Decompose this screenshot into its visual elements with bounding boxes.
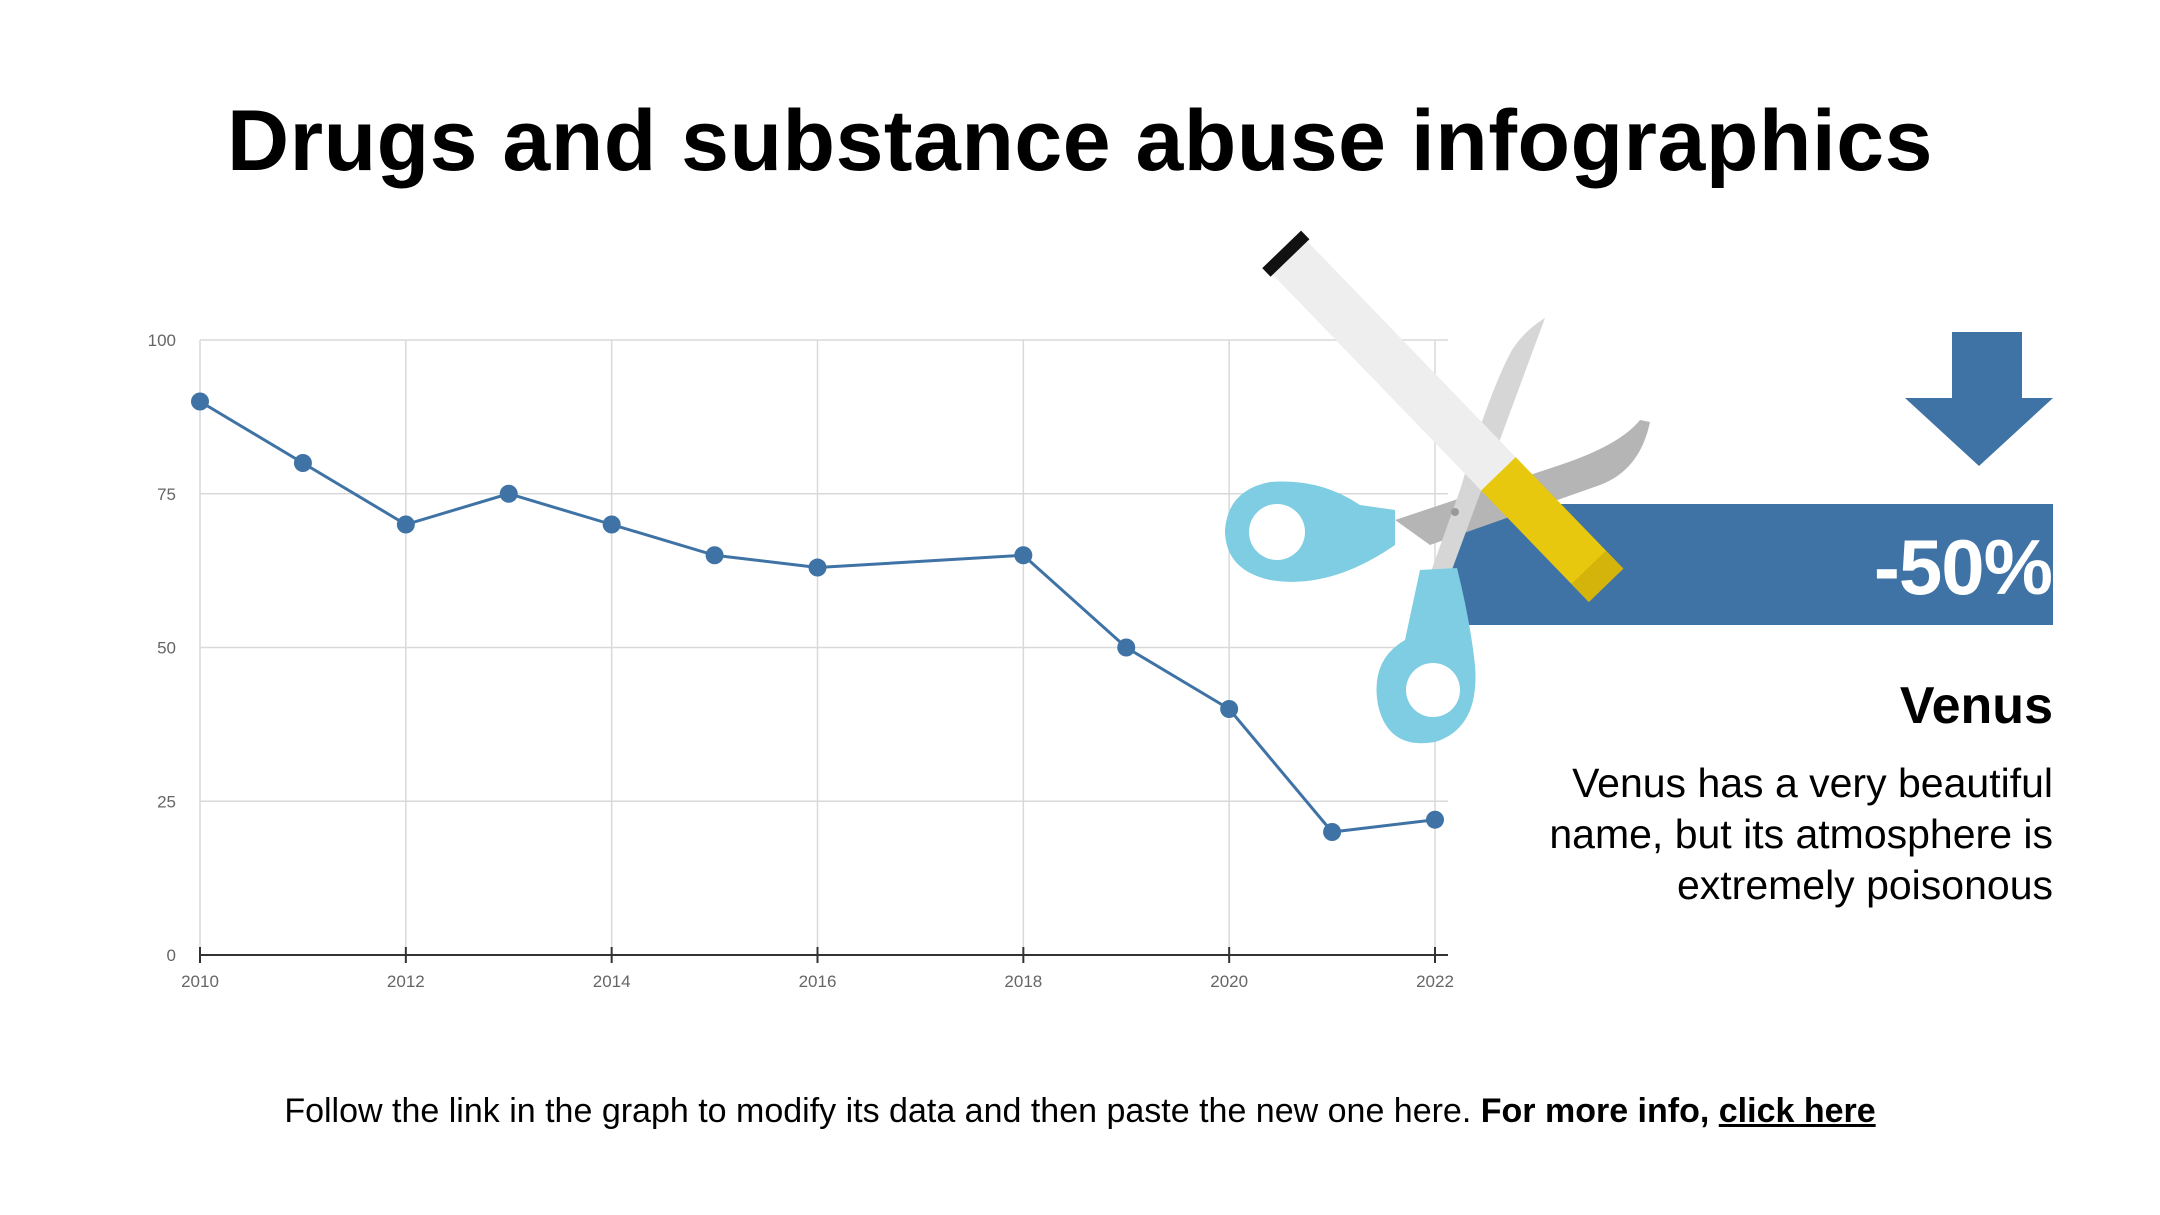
footer-bold-text: For more info,: [1480, 1092, 1710, 1130]
data-point: [705, 546, 724, 565]
chart-axes: [199, 947, 1448, 963]
page-title: Drugs and substance abuse infographics: [227, 93, 1933, 189]
data-point: [1117, 638, 1136, 657]
series-line: [199, 400, 1436, 834]
data-point: [1220, 700, 1239, 718]
footer-note: Follow the link in the graph to modify i…: [0, 1092, 2160, 1131]
y-tick-label: 75: [157, 485, 176, 504]
data-point: [293, 454, 312, 472]
x-tick-label: 2014: [593, 972, 631, 991]
data-point: [396, 515, 415, 534]
x-tick-label: 2010: [181, 972, 219, 991]
data-point: [1323, 823, 1342, 841]
chart-grid: [199, 339, 1448, 955]
data-point: [1014, 546, 1033, 565]
info-title: Venus: [1899, 677, 2053, 735]
x-tick-label: 2020: [1210, 972, 1248, 991]
y-tick-label: 100: [148, 331, 176, 350]
data-point: [602, 515, 621, 534]
y-tick-label: 25: [157, 792, 176, 811]
more-info-link[interactable]: click here: [1718, 1092, 1876, 1130]
x-tick-label: 2022: [1416, 972, 1454, 991]
y-tick-label: 0: [167, 946, 176, 965]
y-tick-label: 50: [157, 639, 176, 658]
data-point: [191, 392, 209, 411]
reduction-badge: -50%: [1873, 523, 2053, 611]
chart-tick-labels: 0 25 50 75 100 2010 2012 2014 2016 2018 2020 2022: [148, 331, 1454, 991]
chart-series: [191, 392, 1444, 841]
data-point: [499, 484, 518, 503]
x-tick-label: 2016: [799, 972, 837, 991]
info-description: Venus has a very beautiful name, but its…: [1549, 760, 2053, 908]
footer-text: Follow the link in the graph to modify i…: [284, 1092, 1472, 1130]
x-tick-label: 2012: [387, 972, 425, 991]
data-point: [808, 558, 827, 577]
data-point: [1426, 810, 1444, 829]
x-tick-label: 2018: [1004, 972, 1042, 991]
